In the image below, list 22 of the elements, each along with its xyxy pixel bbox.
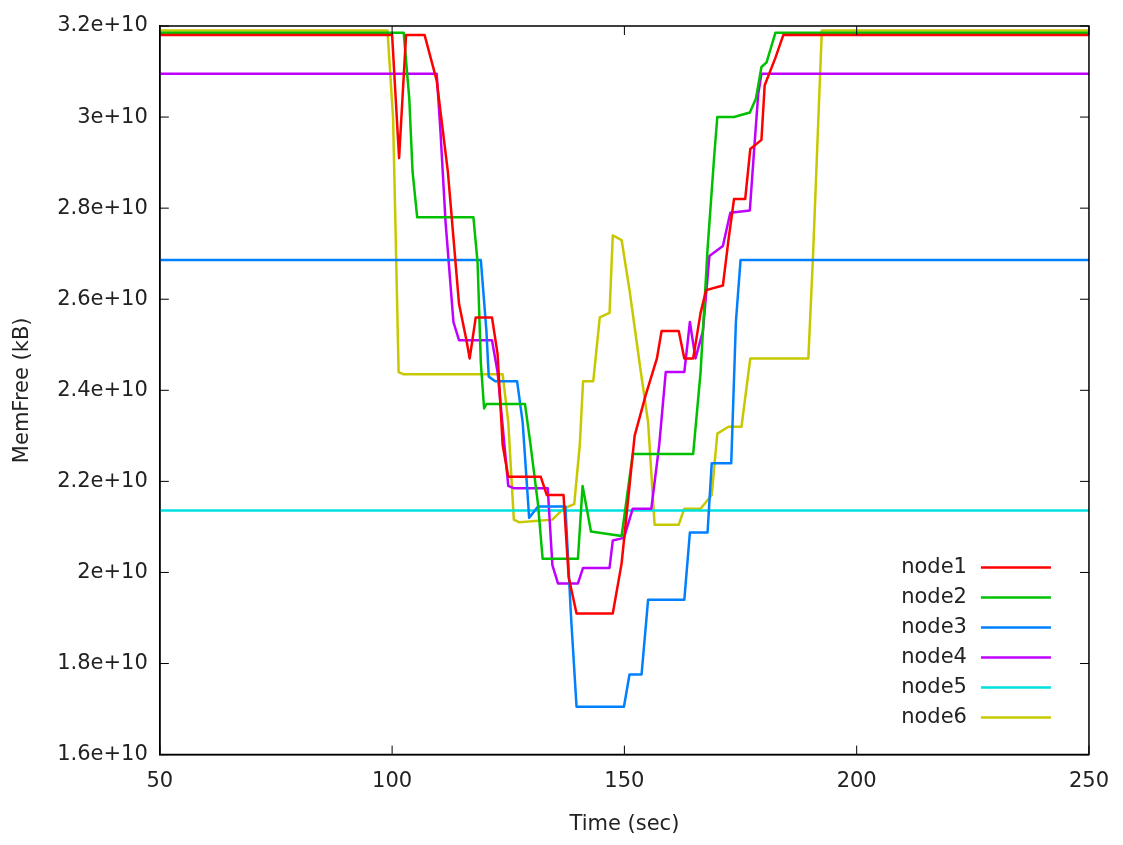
legend-label: node3 (901, 614, 967, 639)
x-tick-label: 250 (1068, 767, 1110, 792)
y-tick-label: 2.2e+10 (57, 467, 148, 492)
x-axis-title: Time (sec) (568, 810, 680, 835)
y-tick-label: 2.8e+10 (57, 194, 148, 219)
y-tick-label: 2e+10 (77, 558, 148, 583)
legend-label: node5 (901, 674, 967, 699)
legend-label: node6 (901, 704, 967, 729)
y-tick-label: 3.2e+10 (57, 12, 148, 37)
y-tick-label: 2.4e+10 (57, 376, 148, 401)
x-tick-label: 150 (604, 767, 645, 792)
y-axis-title: MemFree (kB) (9, 317, 34, 464)
x-tick-label: 200 (836, 767, 877, 792)
y-tick-label: 1.6e+10 (57, 741, 148, 766)
y-tick-label: 1.8e+10 (57, 649, 148, 674)
y-tick-label: 2.6e+10 (57, 285, 148, 310)
legend-label: node4 (901, 644, 967, 669)
legend-label: node1 (901, 554, 967, 579)
x-tick-label: 50 (146, 767, 174, 792)
legend-label: node2 (901, 584, 967, 609)
x-tick-label: 100 (372, 767, 413, 792)
y-tick-label: 3e+10 (77, 103, 148, 128)
